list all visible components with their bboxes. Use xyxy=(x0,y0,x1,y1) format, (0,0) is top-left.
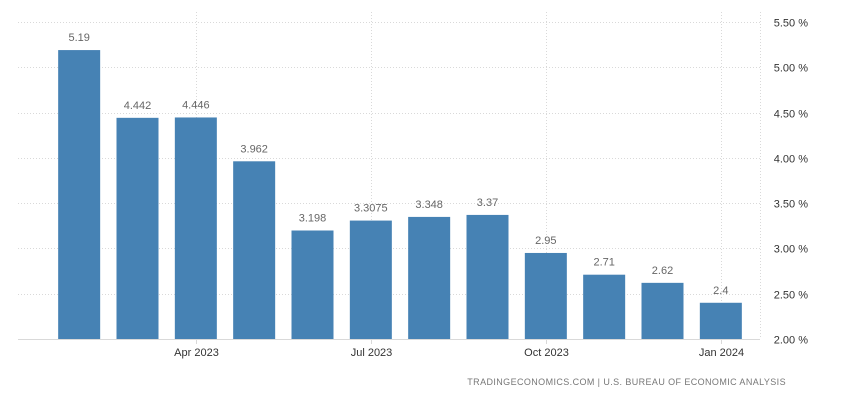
x-tick-label: Oct 2023 xyxy=(524,347,569,359)
y-tick-label: 4.00 % xyxy=(774,154,808,166)
data-label: 4.446 xyxy=(182,99,210,111)
data-label: 4.442 xyxy=(124,100,152,112)
source-credit: TRADINGECONOMICS.COM | U.S. BUREAU OF EC… xyxy=(467,377,786,387)
bar xyxy=(524,252,567,339)
data-label: 3.962 xyxy=(240,143,268,155)
y-tick-label: 2.00 % xyxy=(774,335,808,347)
x-tick-label: Apr 2023 xyxy=(174,347,219,359)
data-label: 3.3075 xyxy=(354,203,388,215)
x-tick-label: Jan 2024 xyxy=(699,347,744,359)
y-tick-label: 5.50 % xyxy=(774,18,808,30)
bar xyxy=(58,50,101,339)
y-axis: 2.00 % 2.50 % 3.00 % 3.50 % 4.00 % 4.50 % 5.00… xyxy=(774,18,808,347)
bar xyxy=(583,274,626,339)
data-label: 3.348 xyxy=(415,199,443,211)
data-labels: 5.19 4.442 4.446 3.962 3.198 3.3075 3.348 3.37 2… xyxy=(68,32,728,297)
x-tick-label: Jul 2023 xyxy=(351,347,393,359)
bar xyxy=(466,214,509,339)
data-label: 5.19 xyxy=(68,32,89,44)
bar xyxy=(349,220,392,339)
bar xyxy=(699,302,742,339)
bar xyxy=(174,117,217,340)
bar xyxy=(291,230,334,339)
bar xyxy=(233,161,276,339)
y-tick-label: 3.00 % xyxy=(774,244,808,256)
bars xyxy=(58,50,742,340)
data-label: 2.4 xyxy=(713,285,728,297)
bar xyxy=(641,282,684,339)
x-axis: Apr 2023 Jul 2023 Oct 2023 Jan 2024 xyxy=(174,339,744,359)
y-tick-label: 2.50 % xyxy=(774,290,808,302)
bar xyxy=(408,216,451,339)
data-label: 3.37 xyxy=(477,197,498,209)
data-label: 3.198 xyxy=(299,212,327,224)
bar xyxy=(116,117,159,339)
data-label: 2.62 xyxy=(652,265,673,277)
data-label: 2.71 xyxy=(593,257,614,269)
y-tick-label: 5.00 % xyxy=(774,63,808,75)
y-tick-label: 4.50 % xyxy=(774,109,808,121)
data-label: 2.95 xyxy=(535,235,556,247)
y-tick-label: 3.50 % xyxy=(774,199,808,211)
